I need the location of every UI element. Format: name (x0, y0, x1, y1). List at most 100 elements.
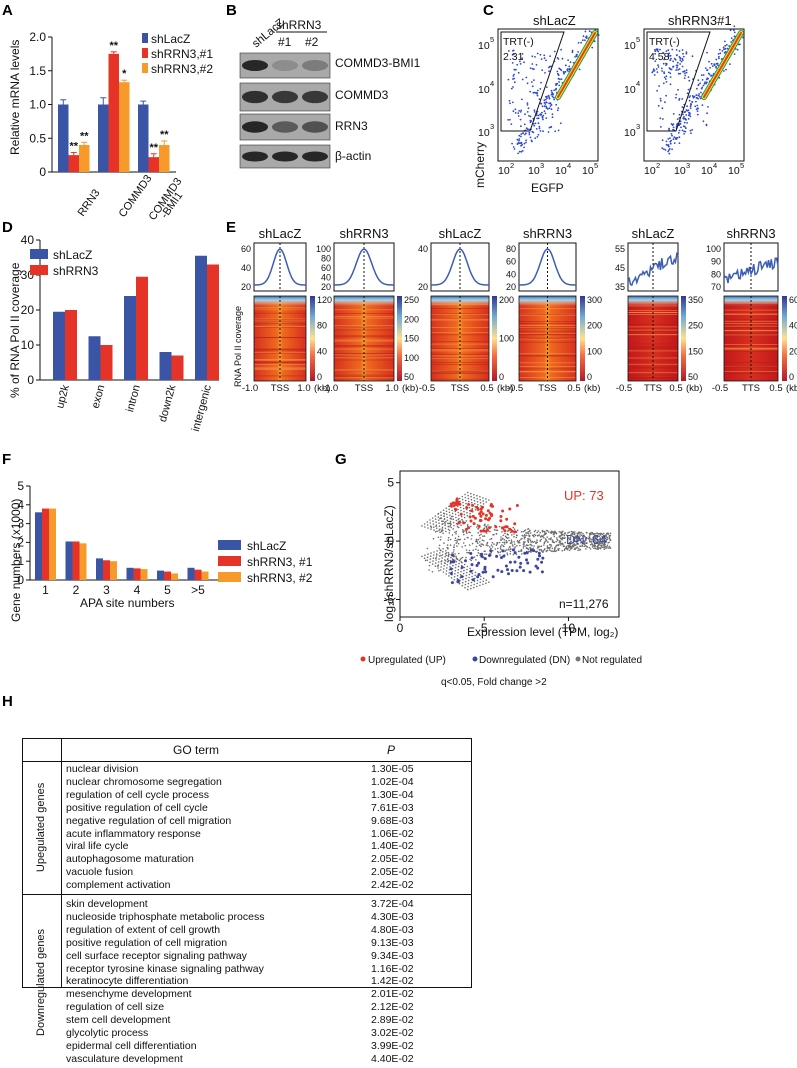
flow-xtick-exp: 5 (594, 161, 598, 170)
point-not-regulated (524, 545, 526, 547)
point-not-regulated (437, 567, 439, 569)
flow-event (577, 42, 580, 44)
point-not-regulated (591, 546, 594, 548)
point-not-regulated (445, 573, 448, 575)
panel-label-g: G (335, 451, 347, 468)
point-not-regulated (580, 537, 583, 540)
flow-event (705, 82, 708, 85)
point-not-regulated (480, 533, 482, 536)
point-not-regulated (488, 499, 490, 501)
flow-event (684, 72, 686, 75)
point-not-regulated (468, 509, 471, 512)
point-not-regulated (598, 535, 601, 537)
panel-label-e: E (226, 219, 236, 236)
point-not-regulated (579, 545, 582, 548)
point-not-regulated (576, 534, 579, 536)
flow-event (525, 139, 527, 142)
heatmap-xtick: TTS (644, 383, 662, 394)
point-not-regulated (533, 545, 535, 547)
point-not-regulated (491, 541, 494, 544)
point-not-regulated (504, 535, 507, 538)
point-not-regulated (424, 559, 427, 562)
blot-band (242, 60, 268, 71)
point-not-regulated (474, 509, 477, 511)
point-not-regulated (482, 544, 485, 546)
point-not-regulated (461, 498, 464, 501)
point-not-regulated (593, 533, 596, 535)
panel-label-d: D (2, 219, 13, 236)
flow-event (665, 140, 668, 143)
point-not-regulated (559, 535, 562, 537)
point-not-regulated (500, 539, 502, 542)
point-not-regulated (428, 569, 430, 571)
point-not-regulated (470, 584, 472, 587)
point-downregulated (460, 565, 464, 569)
flow-event (523, 61, 525, 64)
up-pvals: 1.30E-05 1.02E-04 1.30E-04 7.61E-03 9.68E-03… (371, 763, 414, 892)
flow-event (685, 114, 688, 116)
point-not-regulated (438, 558, 440, 560)
flow-event (725, 68, 727, 71)
x-tick-label: down2k (157, 383, 179, 423)
point-not-regulated (550, 537, 552, 539)
go-p-value: 9.13E-03 (371, 936, 414, 949)
point-not-regulated (477, 528, 479, 530)
point-not-regulated (519, 550, 522, 552)
blot-band (242, 90, 268, 104)
point-upregulated (452, 504, 456, 508)
section-label-down: Downregulated genes (35, 928, 48, 1036)
flow-event (681, 129, 684, 132)
bar (119, 82, 130, 172)
flow-event (514, 108, 517, 111)
flow-event (673, 136, 676, 139)
flow-event (548, 107, 551, 110)
point-not-regulated (455, 522, 458, 525)
point-not-regulated (602, 546, 604, 548)
bar (195, 255, 207, 380)
flow-xtick: 10 (674, 165, 686, 177)
point-downregulated (502, 554, 506, 558)
flow-event (672, 60, 674, 63)
flow-event (544, 103, 547, 105)
point-not-regulated (450, 556, 452, 559)
flow-event (687, 118, 690, 120)
heatmap-streak (724, 314, 778, 315)
panel-a-bars: *********** (58, 40, 170, 172)
flow-event (508, 99, 511, 102)
flow-event (723, 70, 725, 72)
flow-event (718, 57, 720, 60)
point-not-regulated (477, 531, 480, 534)
flow-event (528, 115, 530, 117)
blot-band (302, 151, 328, 162)
point-not-regulated (542, 535, 544, 538)
heatmap-streak (724, 330, 778, 332)
point-not-regulated (504, 550, 506, 553)
flow-event (668, 152, 671, 155)
point-not-regulated (452, 518, 455, 521)
go-term: vacuole fusion (66, 866, 134, 879)
heatmap-streak (519, 314, 576, 315)
bar (194, 569, 202, 580)
point-not-regulated (523, 538, 526, 540)
point-not-regulated (479, 502, 482, 504)
flow-event (729, 29, 732, 32)
flow-event (678, 68, 681, 70)
flow-event (568, 68, 571, 71)
point-not-regulated (454, 537, 457, 539)
point-not-regulated (448, 505, 450, 508)
flow-event (533, 79, 535, 81)
heatmap-streak (519, 326, 576, 328)
point-not-regulated (545, 550, 548, 553)
point-downregulated (469, 569, 473, 573)
point-not-regulated (556, 544, 559, 546)
point-not-regulated (527, 538, 529, 541)
colorbar-tick: 0 (317, 372, 322, 382)
point-not-regulated (568, 549, 571, 552)
heatmap-streak (628, 334, 678, 335)
point-not-regulated (449, 566, 451, 568)
point-not-regulated (522, 547, 525, 549)
point-not-regulated (452, 564, 454, 567)
significance-mark: * (122, 68, 127, 80)
flow-event (677, 89, 679, 91)
point-not-regulated (552, 532, 555, 534)
